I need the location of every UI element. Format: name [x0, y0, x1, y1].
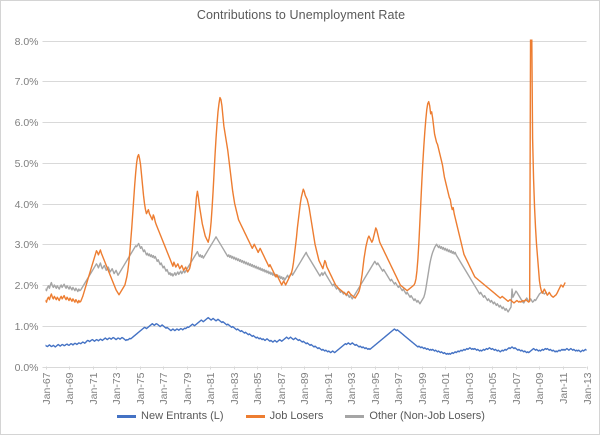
- x-axis-tick-label: Jan-93: [346, 372, 358, 404]
- x-axis-tick-label: Jan-79: [182, 372, 194, 404]
- data-series: [45, 39, 587, 355]
- x-axis-tick-label: Jan-87: [276, 372, 288, 404]
- y-axis-tick-label: 5.0%: [15, 158, 39, 170]
- legend-item-label: New Entrants (L): [141, 410, 224, 422]
- y-axis-tick-label: 0.0%: [15, 362, 39, 374]
- legend-item-label: Other (Non-Job Losers): [369, 410, 485, 422]
- x-axis-tick-label: Jan-71: [88, 372, 100, 404]
- legend-item[interactable]: New Entrants (L): [117, 410, 224, 422]
- x-axis-tick-label: Jan-91: [323, 372, 335, 404]
- x-axis-tick-label: Jan-97: [393, 372, 405, 404]
- series-line: [45, 236, 548, 313]
- series-line: [45, 39, 566, 304]
- y-axis-tick-label: 2.0%: [15, 280, 39, 292]
- series-line: [45, 316, 587, 355]
- legend-item-label: Job Losers: [269, 410, 324, 422]
- y-axis-tick-label: 7.0%: [15, 76, 39, 88]
- x-axis-tick-label: Jan-89: [299, 372, 311, 404]
- x-axis-tick-label: Jan-67: [41, 372, 53, 404]
- y-axis-tick-label: 8.0%: [15, 36, 39, 48]
- legend-color-swatch: [245, 414, 265, 418]
- x-axis-tick-label: Jan-73: [111, 372, 123, 404]
- y-axis-tick-label: 3.0%: [15, 239, 39, 251]
- x-axis-tick-label: Jan-81: [205, 372, 217, 404]
- y-axis-tick-labels: 0.0% 1.0% 2.0% 3.0% 4.0% 5.0% 6.0% 7.0% 8.0%: [15, 36, 46, 374]
- x-axis-tick-label: Jan-99: [417, 372, 429, 404]
- x-axis-tick-label: Jan-01: [440, 372, 452, 404]
- chart-legend: New Entrants (L) Job Losers Other (Non-Job…: [1, 410, 599, 422]
- x-axis-tick-label: Jan-85: [252, 372, 264, 404]
- x-axis-tick-label: Jan-11: [558, 372, 570, 403]
- legend-item[interactable]: Job Losers: [245, 410, 324, 422]
- gridlines: [45, 41, 587, 368]
- x-axis-tick-labels: Jan-67 Jan-69 Jan-71 Jan-73 Jan-75 Jan-77 Jan-…: [41, 366, 594, 405]
- legend-item[interactable]: Other (Non-Job Losers): [345, 410, 485, 422]
- x-axis-tick-label: Jan-83: [229, 372, 241, 404]
- x-axis-tick-label: Jan-13: [582, 372, 594, 404]
- legend-color-swatch: [117, 414, 137, 418]
- x-axis-tick-label: Jan-95: [370, 372, 382, 404]
- y-axis-tick-label: 6.0%: [15, 117, 39, 129]
- legend-color-swatch: [345, 414, 365, 418]
- y-axis-tick-label: 4.0%: [15, 199, 39, 211]
- x-axis-tick-label: Jan-09: [534, 372, 546, 404]
- x-axis-tick-label: Jan-05: [487, 372, 499, 404]
- x-axis-tick-label: Jan-77: [158, 372, 170, 404]
- x-axis-tick-label: Jan-03: [464, 372, 476, 404]
- y-axis-tick-label: 1.0%: [15, 321, 39, 333]
- x-axis-tick-label: Jan-07: [511, 372, 523, 404]
- x-axis-tick-label: Jan-69: [64, 372, 76, 404]
- chart-title: Contributions to Unemployment Rate: [196, 8, 406, 22]
- x-axis-tick-label: Jan-75: [135, 372, 147, 404]
